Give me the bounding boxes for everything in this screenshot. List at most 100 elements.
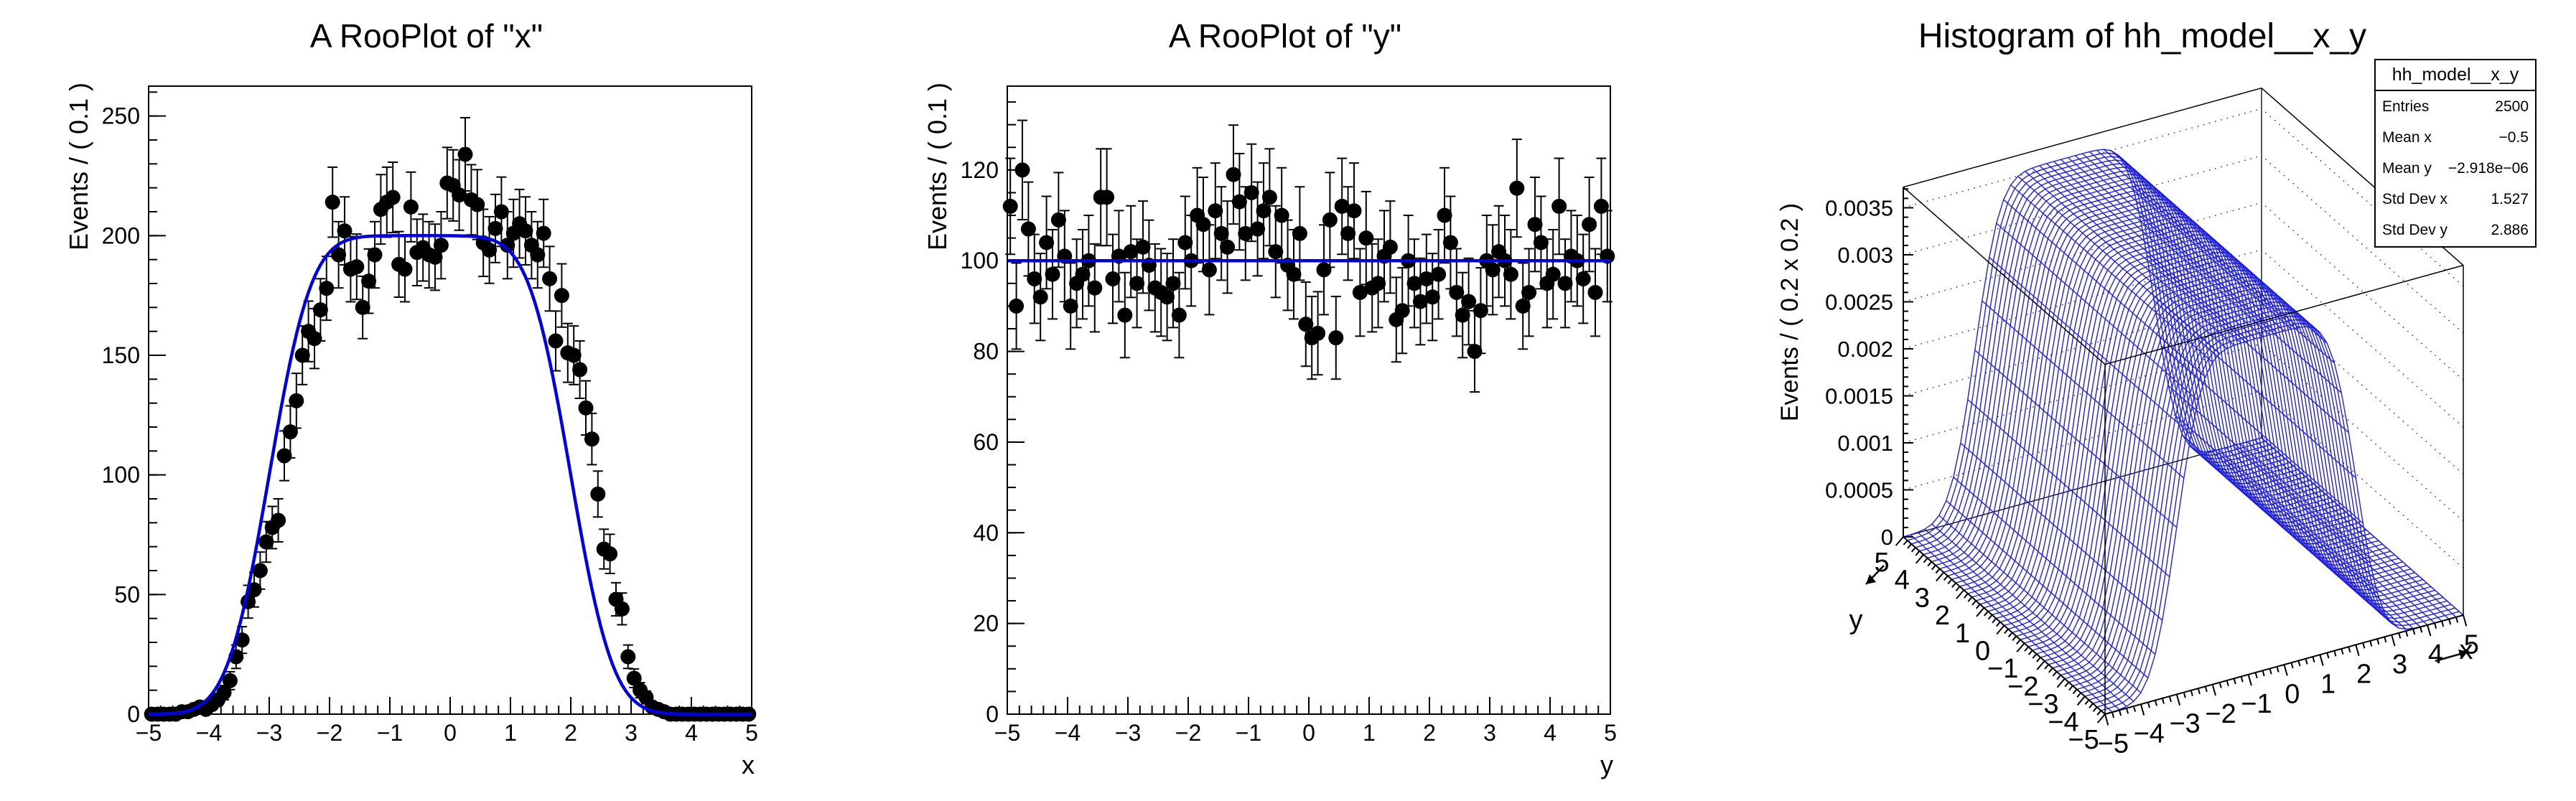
svg-text:−5: −5: [136, 720, 162, 746]
svg-text:3: 3: [625, 720, 638, 746]
svg-text:−4: −4: [2134, 719, 2165, 749]
svg-text:5: 5: [1875, 548, 1890, 578]
svg-text:0: 0: [1302, 720, 1315, 746]
stats-box-rows: Entries 2500 Mean x −0.5 Mean y −2.918e−06 …: [2376, 91, 2535, 246]
stats-row-entries: Entries 2500: [2382, 98, 2529, 115]
svg-text:1: 1: [2320, 670, 2335, 700]
svg-text:150: 150: [102, 342, 140, 368]
svg-text:0: 0: [444, 720, 457, 746]
svg-text:4: 4: [1895, 566, 1910, 596]
histogram-3d-svg: −5 −4 −3 −2 −1 0 1 2 3 4 5−5−4−3−2−101234500.00050…: [1776, 17, 2479, 759]
svg-text:0.002: 0.002: [1837, 337, 1893, 362]
svg-text:0: 0: [1881, 525, 1893, 550]
svg-text:2: 2: [564, 720, 577, 746]
svg-text:4: 4: [685, 720, 698, 746]
x-axis-title-3d: x: [2460, 635, 2473, 665]
y-axis-title: Events / ( 0.1 ): [64, 83, 93, 250]
y-axis-title-3d: y: [1849, 605, 1863, 635]
svg-text:−1: −1: [1236, 720, 1261, 746]
svg-text:0.0005: 0.0005: [1825, 478, 1893, 503]
svg-text:−5: −5: [994, 720, 1020, 746]
svg-text:−2: −2: [2007, 672, 2038, 702]
axis-arrows: [1865, 565, 2469, 662]
svg-text:4: 4: [1544, 720, 1557, 746]
axes-3d: −5 −4 −3 −2 −1 0 1 2 3 4 5−5−4−3−2−101234500.00050…: [1825, 187, 2479, 759]
svg-text:−3: −3: [2169, 709, 2200, 739]
page-title: Histogram of hh_model__x_y: [1918, 17, 2366, 55]
surface-plot-area: −5 −4 −3 −2 −1 0 1 2 3 4 5−5−4−3−2−101234500.00050…: [1825, 87, 2479, 759]
svg-text:0.0015: 0.0015: [1825, 384, 1893, 409]
svg-text:50: 50: [114, 581, 140, 607]
svg-text:0: 0: [986, 701, 999, 727]
svg-text:−1: −1: [377, 720, 403, 746]
stats-box: hh_model__x_y Entries 2500 Mean x −0.5 Mea…: [2374, 59, 2537, 248]
svg-text:0.0025: 0.0025: [1825, 290, 1893, 315]
svg-text:1: 1: [504, 720, 517, 746]
svg-text:200: 200: [102, 222, 140, 248]
axes: −5 −4 −3 −2 −1 0 1 2 3 4 5 0 20 40 60 80 100 120: [961, 85, 1617, 746]
svg-text:20: 20: [973, 611, 999, 637]
svg-text:−2: −2: [1175, 720, 1201, 746]
stats-box-title: hh_model__x_y: [2376, 60, 2535, 91]
svg-text:250: 250: [102, 103, 140, 129]
z-axis-title: Events / ( 0.2 x 0.2 ): [1776, 203, 1803, 421]
svg-text:0.001: 0.001: [1837, 431, 1893, 456]
svg-text:0: 0: [2285, 679, 2300, 709]
svg-text:3: 3: [1483, 720, 1496, 746]
svg-text:−2: −2: [317, 720, 342, 746]
svg-text:−1: −1: [2241, 689, 2272, 719]
page-title: A RooPlot of "x": [310, 17, 543, 55]
y-axis-title: Events / ( 0.1 ): [923, 83, 952, 250]
svg-text:−3: −3: [1115, 720, 1141, 746]
svg-text:80: 80: [973, 339, 999, 365]
svg-text:100: 100: [961, 248, 999, 273]
svg-text:0.0035: 0.0035: [1825, 196, 1893, 221]
data-points: [1002, 119, 1615, 393]
svg-text:3: 3: [2392, 650, 2407, 680]
page-title: A RooPlot of "y": [1169, 17, 1401, 55]
svg-text:−5: −5: [2098, 729, 2129, 759]
data-points: [144, 117, 757, 722]
panel-rooplot-y: −5 −4 −3 −2 −1 0 1 2 3 4 5 0 20 40 60 80 100 120 A RooPlo…: [859, 0, 1717, 801]
svg-text:2: 2: [1423, 720, 1436, 746]
svg-text:3: 3: [1915, 583, 1930, 613]
svg-text:1: 1: [1363, 720, 1376, 746]
rooplot-y-svg: −5 −4 −3 −2 −1 0 1 2 3 4 5 0 20 40 60 80 100 120 A RooPlo…: [923, 17, 1617, 779]
svg-text:100: 100: [102, 462, 140, 488]
svg-text:5: 5: [1604, 720, 1617, 746]
stats-row-stddev-y: Std Dev y 2.886: [2382, 222, 2529, 239]
stats-row-stddev-x: Std Dev x 1.527: [2382, 191, 2529, 208]
svg-text:2: 2: [2356, 660, 2371, 690]
stats-row-mean-x: Mean x −0.5: [2382, 128, 2529, 146]
svg-text:1: 1: [1955, 619, 1970, 649]
x-axis-title: x: [742, 750, 755, 779]
panel-histogram-3d: −5 −4 −3 −2 −1 0 1 2 3 4 5 −5 −4 −3 −2 −1 0 1 2 3 4 5 0 0.0005 0…: [1717, 0, 2576, 801]
rooplot-y-plot-area: −5 −4 −3 −2 −1 0 1 2 3 4 5 0 20 40 60 80 100 120: [961, 85, 1617, 746]
svg-text:−3: −3: [2027, 690, 2058, 720]
svg-text:−1: −1: [1987, 654, 2018, 684]
fit-curve: [149, 234, 752, 716]
svg-text:0: 0: [127, 701, 140, 727]
svg-text:4: 4: [2428, 640, 2443, 670]
x-axis-title: y: [1600, 750, 1613, 779]
svg-text:40: 40: [973, 520, 999, 545]
svg-text:−2: −2: [2205, 699, 2236, 729]
svg-text:0: 0: [1975, 636, 1990, 666]
surface-mesh: [1903, 149, 2464, 715]
svg-text:−4: −4: [196, 720, 222, 746]
svg-text:−4: −4: [2048, 707, 2078, 737]
svg-text:2: 2: [1935, 601, 1950, 631]
svg-text:−5: −5: [2068, 725, 2099, 755]
svg-text:120: 120: [961, 157, 999, 183]
svg-text:60: 60: [973, 429, 999, 455]
svg-text:−3: −3: [256, 720, 282, 746]
svg-text:0.003: 0.003: [1837, 243, 1893, 268]
svg-text:5: 5: [745, 720, 758, 746]
stats-row-mean-y: Mean y −2.918e−06: [2382, 160, 2529, 177]
panel-rooplot-x: −5 −4 −3 −2 −1 0 1 2 3 4 5 0 50 100 150 200 250 A RooPlo…: [0, 0, 859, 801]
svg-text:−4: −4: [1055, 720, 1081, 746]
